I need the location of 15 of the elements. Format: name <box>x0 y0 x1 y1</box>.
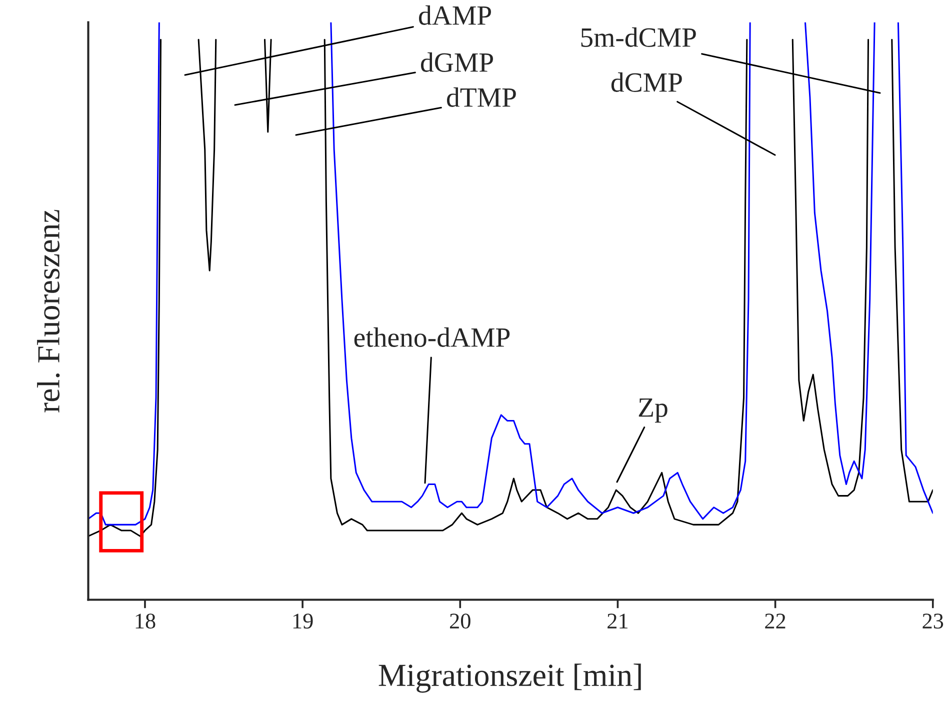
y-axis-title: rel. Fluoreszenz <box>37 210 60 412</box>
annotation: dCMP <box>611 72 682 92</box>
x-tick-label: 20 <box>450 614 470 629</box>
x-tick-label: 22 <box>765 614 786 628</box>
x-tick-label: 23 <box>922 614 944 629</box>
x-tick-label: 18 <box>136 614 156 629</box>
x-tick-label: 21 <box>608 614 628 628</box>
annotation: 5m-dCMP <box>581 27 696 47</box>
x-tick-label: 19 <box>293 614 313 629</box>
annotation: dTMP <box>447 87 516 107</box>
annotation: Zp <box>638 398 668 423</box>
x-axis-title: Migrationszeit [min] <box>378 664 641 693</box>
annotation: dGMP <box>421 52 493 72</box>
annotation: etheno-dAMP <box>354 327 510 347</box>
annotation: dAMP <box>419 5 491 25</box>
